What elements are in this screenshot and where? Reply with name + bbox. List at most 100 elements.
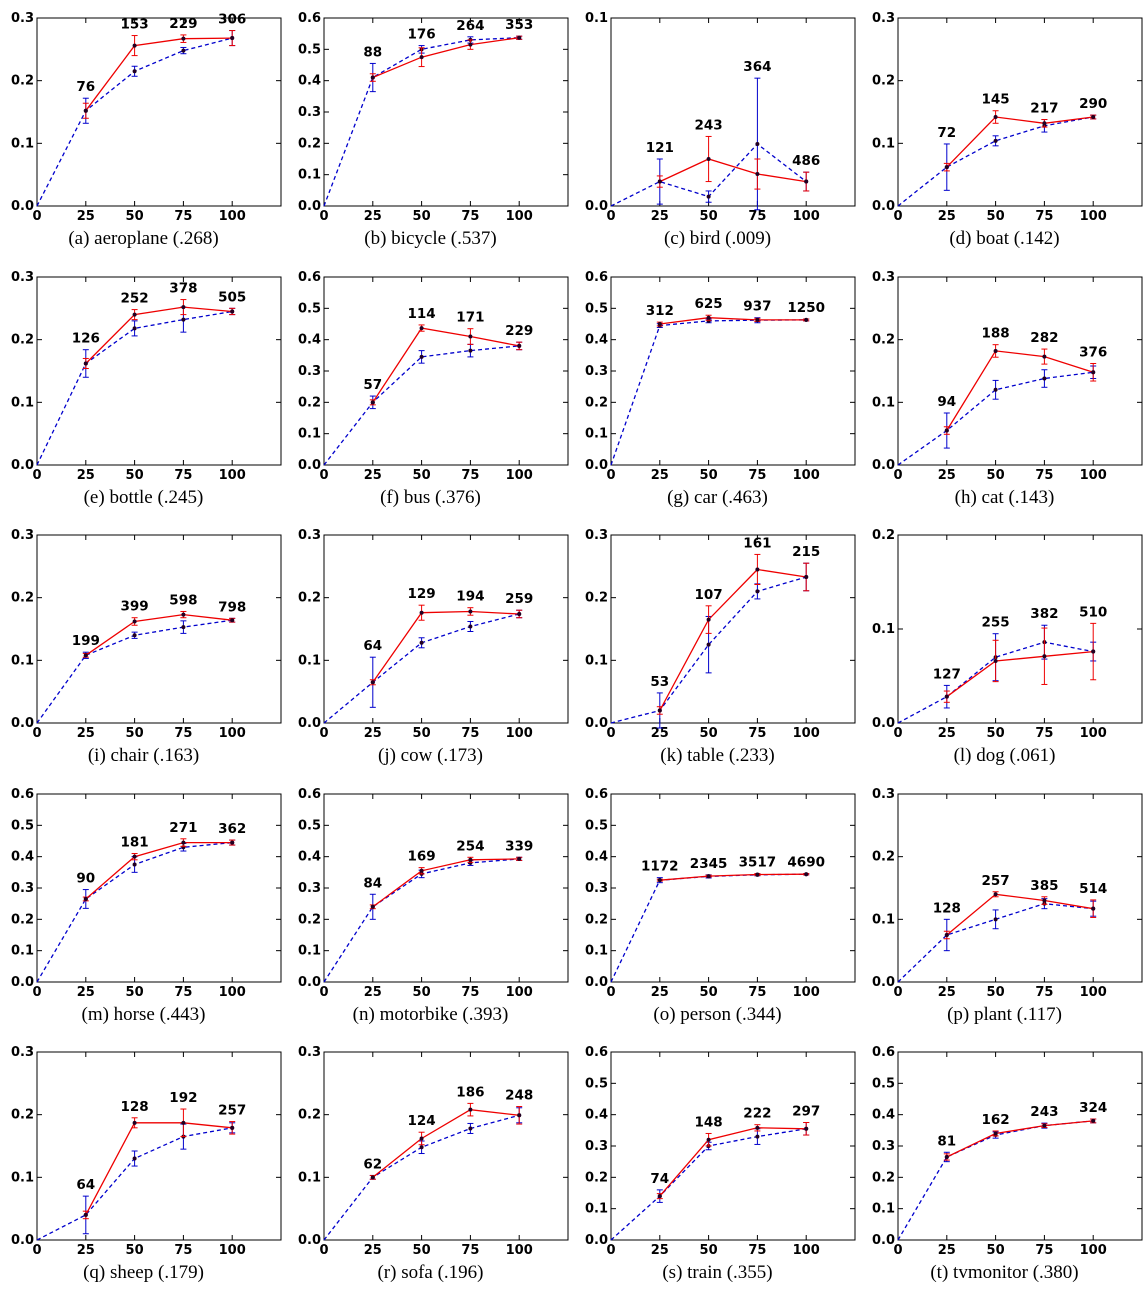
chart-plot: 0.0 0.1 0.2 0.3 0.4 0.5 0.6 0 25 50 75 100 74 148 222 2… [585,1045,856,1258]
x-tick-label: 50 [700,985,718,1000]
x-tick-label: 75 [748,985,766,1000]
plot-frame [36,1051,282,1241]
y-tick-label: 0.0 [585,199,608,214]
chart-panel: 0.0 0.1 0.2 0.3 0 25 50 75 100 76 153 229 306 (a) aer… [0,0,287,259]
point-label: 124 [408,1114,436,1130]
y-tick-label: 0.2 [585,395,608,410]
chart-panel: 0.0 0.1 0.2 0.3 0 25 50 75 100 128 257 385 514 (p) pl… [861,776,1148,1035]
point-label: 798 [218,600,246,616]
x-tick-label: 0 [32,985,41,1000]
y-tick-label: 0.1 [11,654,34,669]
chart-panel: 0.0 0.1 0.2 0.3 0 25 50 75 100 53 107 161 215 (k) tab… [574,517,861,776]
data-point [804,1127,809,1132]
chart-plot: 0.0 0.1 0.2 0.3 0 25 50 75 100 199 399 598 798 [11,528,282,741]
chart-panel: 0.0 0.1 0.2 0.3 0.4 0.5 0.6 0 25 50 75 100 88 176 264 3… [287,0,574,259]
x-tick-label: 75 [748,209,766,224]
point-label: 188 [982,325,1010,341]
data-point [1042,376,1047,381]
x-tick-label: 0 [319,1243,328,1258]
series-line-dashed [323,37,520,207]
data-point [132,619,137,624]
data-point [468,609,473,614]
chart-caption: (o) person (.344) [653,1003,782,1025]
point-label: 353 [505,17,533,33]
data-point [419,1145,424,1150]
x-tick-label: 50 [700,209,718,224]
x-tick-label: 75 [461,209,479,224]
chart-plot: 0.0 0.1 0.2 0.3 0 25 50 75 100 94 188 282 376 [872,270,1143,483]
point-label: 176 [408,27,436,43]
data-point [1042,898,1047,903]
y-tick-label: 0.5 [11,818,34,833]
x-tick-label: 75 [174,209,192,224]
y-tick-label: 0.5 [585,818,608,833]
chart-plot: 0.0 0.1 0.2 0.3 0 25 50 75 100 76 153 229 306 [11,11,282,224]
data-point [132,1121,137,1126]
data-point [181,840,186,845]
point-label: 4690 [787,854,825,870]
data-point [230,309,235,314]
x-tick-label: 75 [461,468,479,483]
series-line-dashed [323,613,520,724]
point-label: 229 [505,323,533,339]
chart-caption: (e) bottle (.245) [83,486,204,508]
point-label: 81 [937,1134,956,1150]
series-line-solid [372,858,520,908]
data-point [517,1113,522,1118]
x-tick-label: 75 [1035,1243,1053,1258]
chart-caption: (c) bird (.009) [663,228,772,249]
y-tick-label: 0.1 [585,11,608,26]
point-label: 186 [456,1085,484,1101]
x-tick-label: 0 [319,726,328,741]
series-line-solid [372,326,520,403]
y-tick-label: 0.3 [11,881,34,896]
x-tick-label: 75 [174,468,192,483]
y-tick-label: 0.0 [872,458,895,473]
y-tick-label: 0.3 [11,528,34,543]
data-point [755,317,760,322]
x-tick-label: 25 [77,209,95,224]
point-label: 598 [169,593,197,609]
y-tick-label: 0.1 [872,912,895,927]
chart-plot: 0.0 0.1 0.2 0.3 0.4 0.5 0.6 0 25 50 75 100 90 181 271 3… [11,787,282,1000]
y-tick-label: 0.2 [872,528,895,543]
y-tick-label: 0.1 [298,426,321,441]
series-line-solid [659,316,807,325]
plot-frame [36,276,282,466]
point-label: 229 [169,16,197,32]
data-point [132,312,137,317]
point-label: 57 [363,377,382,393]
point-label: 257 [982,873,1010,889]
x-tick-label: 100 [219,209,246,224]
data-point [468,334,473,339]
point-label: 385 [1030,878,1058,894]
y-tick-label: 0.0 [585,458,608,473]
chart-caption: (b) bicycle (.537) [364,228,497,249]
x-tick-label: 0 [319,209,328,224]
plot-frame [323,17,569,207]
chart-caption: (f) bus (.376) [380,486,481,508]
series-line-solid [946,1120,1094,1158]
data-point [1091,369,1096,374]
y-tick-label: 0.0 [11,199,34,214]
point-label: 937 [743,298,771,314]
point-label: 222 [743,1106,771,1122]
data-point [132,1156,137,1161]
y-tick-label: 0.0 [298,716,321,731]
y-tick-label: 0.5 [298,42,321,57]
x-tick-label: 75 [174,726,192,741]
data-point [657,179,662,184]
series-line-solid [372,611,520,683]
y-tick-label: 0.6 [298,270,321,285]
data-point [468,624,473,629]
data-point [132,862,137,867]
x-tick-label: 25 [364,726,382,741]
data-point [132,69,137,74]
point-label: 312 [646,303,674,319]
point-label: 259 [505,591,533,607]
data-point [132,854,137,859]
data-point [993,659,998,664]
chart-panel: 0.0 0.1 0.2 0.3 0 25 50 75 100 94 188 282 376 (h) cat… [861,259,1148,518]
x-tick-label: 25 [651,209,669,224]
point-label: 74 [650,1171,669,1187]
